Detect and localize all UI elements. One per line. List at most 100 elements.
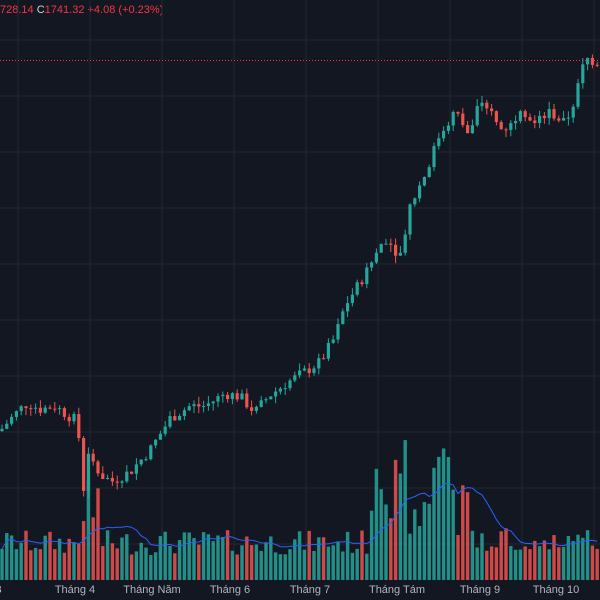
volume-bar	[225, 530, 230, 580]
volume-bar	[120, 537, 124, 580]
candle-body	[216, 396, 220, 402]
candle-body	[542, 115, 546, 119]
volume-bar	[590, 545, 595, 580]
volume-bar	[499, 531, 503, 580]
volume-bar	[173, 553, 177, 580]
candle-body	[120, 481, 124, 483]
volume-bar	[0, 548, 4, 580]
candle-body	[182, 410, 186, 417]
time-axis-label[interactable]: Tháng 6	[210, 584, 250, 596]
candle-body	[82, 438, 86, 491]
time-axis[interactable]: g 3 Tháng 4 Tháng Năm Tháng 6 Tháng 7 Tháng T…	[0, 584, 579, 596]
volume-bar	[571, 541, 575, 580]
volume-bar	[81, 521, 86, 580]
volume-bar	[369, 510, 374, 580]
volume-bar	[350, 552, 355, 580]
time-axis-label[interactable]: Tháng 7	[290, 584, 330, 596]
candle-body	[168, 416, 172, 427]
volume-bar	[245, 536, 249, 580]
volume-bar	[533, 540, 537, 580]
volume-bar	[216, 535, 220, 580]
volume-bar	[62, 552, 67, 580]
volume-bar	[461, 485, 465, 580]
candle-body	[250, 407, 254, 411]
volume-bar	[86, 479, 91, 580]
volume-bar	[96, 488, 100, 580]
volume-bar	[187, 532, 191, 580]
candle-body	[96, 461, 100, 474]
volume-bar	[149, 554, 153, 580]
candle-body	[379, 244, 383, 253]
candle-body	[403, 234, 407, 253]
volume-bar	[485, 550, 489, 580]
candle-body	[341, 311, 345, 324]
candle-body	[490, 108, 494, 112]
volume-bar	[134, 551, 139, 580]
candle-body	[259, 400, 263, 407]
candle-body	[154, 439, 158, 446]
volume-bar	[129, 554, 134, 580]
candle-body	[254, 406, 258, 411]
candle-body	[374, 252, 378, 263]
volume-bar	[67, 538, 71, 580]
volume-bar	[341, 551, 345, 580]
candle-body	[499, 122, 503, 130]
volume-bar	[158, 536, 163, 580]
volume-bar	[14, 549, 19, 580]
candle-body	[67, 416, 71, 422]
time-axis-label[interactable]: Tháng 10	[533, 584, 579, 596]
candle-body	[331, 339, 335, 343]
candle-body	[470, 125, 474, 134]
candle-body	[370, 262, 374, 268]
candle-body	[456, 111, 460, 114]
volume-bar	[105, 530, 110, 580]
volume-bar	[403, 440, 407, 580]
candle-body	[62, 408, 66, 417]
volume-bar	[576, 534, 580, 580]
candle-body	[514, 121, 518, 124]
volume-bar	[389, 518, 393, 580]
volume-bar	[393, 459, 398, 580]
candle-body	[43, 407, 47, 413]
volume-bar	[278, 554, 283, 580]
candle-body	[226, 394, 230, 400]
volume-bar	[494, 547, 499, 580]
volume-bar	[254, 544, 259, 580]
volume-bar	[168, 546, 172, 580]
candle-body	[86, 453, 90, 491]
candle-body	[552, 109, 556, 119]
volume-bar	[432, 467, 436, 580]
volume-bar	[513, 549, 518, 580]
candle-body	[312, 368, 316, 374]
candle-body	[581, 64, 585, 84]
volume-bar	[441, 448, 446, 580]
candle-body	[432, 146, 436, 168]
candle-body	[134, 464, 138, 474]
volume-bar	[110, 543, 115, 580]
volume-bar	[437, 456, 441, 580]
candle-body	[533, 120, 537, 124]
candle-body	[53, 408, 57, 410]
candle-body	[446, 125, 450, 131]
volume-bar	[595, 548, 599, 580]
volume-bar	[585, 530, 590, 580]
time-axis-label[interactable]: Tháng 4	[55, 584, 95, 596]
time-axis-label[interactable]: Tháng Tám	[369, 584, 425, 596]
volume-bar	[273, 552, 278, 580]
time-axis-label[interactable]: g 3	[0, 584, 2, 596]
volume-bar	[264, 542, 268, 580]
candle-body	[480, 102, 484, 107]
volume-bar	[307, 530, 311, 580]
volume-bars	[0, 440, 599, 580]
candle-body	[566, 117, 570, 119]
volume-bar	[24, 530, 28, 580]
candle-body	[336, 323, 340, 340]
candle-body	[197, 404, 201, 407]
candle-body	[422, 177, 426, 186]
candle-body	[427, 167, 431, 178]
candle-body	[283, 388, 287, 390]
candle-body	[504, 129, 508, 131]
time-axis-label[interactable]: Tháng 9	[460, 584, 500, 596]
time-axis-label[interactable]: Tháng Năm	[123, 584, 180, 596]
